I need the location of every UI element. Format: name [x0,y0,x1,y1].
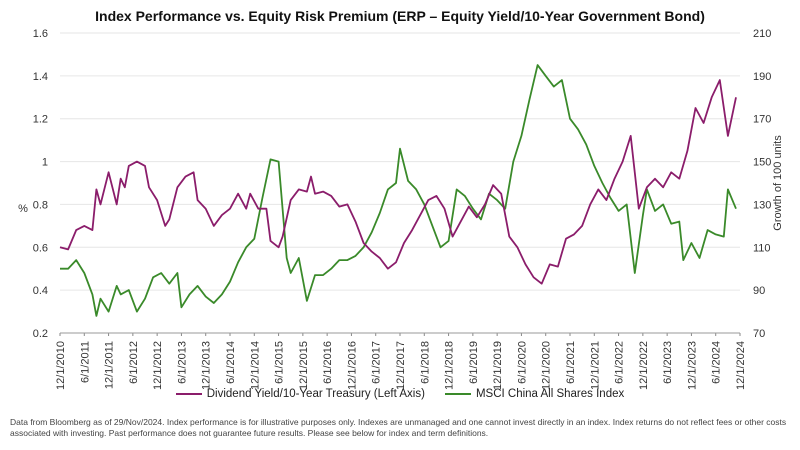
x-tick-label: 6/1/2022 [614,341,626,384]
x-tick-label: 6/1/2011 [79,341,91,383]
left-axis-title: % [18,203,28,215]
x-tick-label: 12/1/2017 [395,341,407,390]
series-line-msci-china [60,64,737,317]
x-tick-label: 12/1/2021 [589,341,601,390]
left-tick-label: 1.4 [33,71,48,83]
left-tick-label: 0.8 [33,199,48,211]
legend-swatch-dividend-yield [175,393,202,395]
right-tick-label: 130 [753,199,771,211]
x-tick-label: 12/1/2010 [55,341,67,390]
x-tick-label: 6/1/2019 [468,341,480,384]
x-axis-ticks: 12/1/2010 6/1/2011 12/1/2011 6/1/2012 12/1/2… [55,332,747,390]
x-tick-label: 12/1/2011 [104,341,116,389]
right-axis-ticks: 70 90 110 130 150 170 190 210 [753,28,771,340]
x-tick-label: 12/1/2015 [298,341,310,390]
series-line-dividend-yield [59,79,737,285]
right-tick-label: 70 [753,328,765,340]
right-tick-label: 110 [753,242,771,254]
left-tick-label: 1.2 [33,114,48,126]
right-tick-label: 90 [753,285,765,297]
legend-swatch-msci-china [444,393,471,395]
x-tick-label: 12/1/2018 [444,341,456,390]
x-tick-label: 12/1/2016 [346,341,358,390]
legend-label-msci-china: MSCI China All Shares Index [475,388,625,400]
x-tick-label: 6/1/2024 [711,341,723,384]
right-tick-label: 190 [753,71,771,83]
right-tick-label: 210 [753,28,771,40]
left-tick-label: 1 [42,157,48,169]
right-axis-title: Growth of 100 units [772,135,784,231]
left-tick-label: 0.2 [33,328,48,340]
chart-title: Index Performance vs. Equity Risk Premiu… [95,8,705,24]
x-tick-label: 6/1/2023 [662,341,674,384]
left-tick-label: 1.6 [33,28,48,40]
x-tick-label: 6/1/2020 [516,341,528,384]
x-tick-label: 12/1/2022 [638,341,650,390]
x-tick-label: 12/1/2019 [492,341,504,390]
x-tick-label: 6/1/2017 [371,341,383,384]
legend-item-dividend-yield: Dividend Yield/10-Year Treasury (Left Ax… [175,388,425,400]
x-tick-label: 6/1/2016 [322,341,334,384]
x-tick-label: 12/1/2014 [249,341,261,390]
x-tick-label: 6/1/2014 [225,341,237,384]
x-tick-label: 6/1/2015 [274,341,286,384]
left-tick-label: 0.4 [33,285,48,297]
left-axis-ticks: 0.2 0.4 0.6 0.8 1 1.2 1.4 1.6 [33,28,48,340]
series-layer [59,64,737,317]
legend: Dividend Yield/10-Year Treasury (Left Ax… [0,388,800,400]
legend-label-dividend-yield: Dividend Yield/10-Year Treasury (Left Ax… [206,388,425,400]
x-tick-label: 12/1/2013 [201,341,213,390]
x-tick-label: 6/1/2012 [128,341,140,384]
footnote: Data from Bloomberg as of 29/Nov/2024. I… [10,417,787,438]
legend-item-msci-china: MSCI China All Shares Index [444,388,625,400]
x-tick-label: 6/1/2013 [176,341,188,384]
left-tick-label: 0.6 [33,242,48,254]
gridlines [60,32,740,334]
x-tick-label: 6/1/2018 [419,341,431,384]
x-tick-label: 6/1/2021 [565,341,577,384]
right-tick-label: 150 [753,157,771,169]
x-tick-label: 12/1/2012 [152,341,164,390]
x-tick-label: 12/1/2020 [541,341,553,390]
x-tick-label: 12/1/2024 [735,341,747,390]
right-tick-label: 170 [753,114,771,126]
x-tick-label: 12/1/2023 [686,341,698,390]
